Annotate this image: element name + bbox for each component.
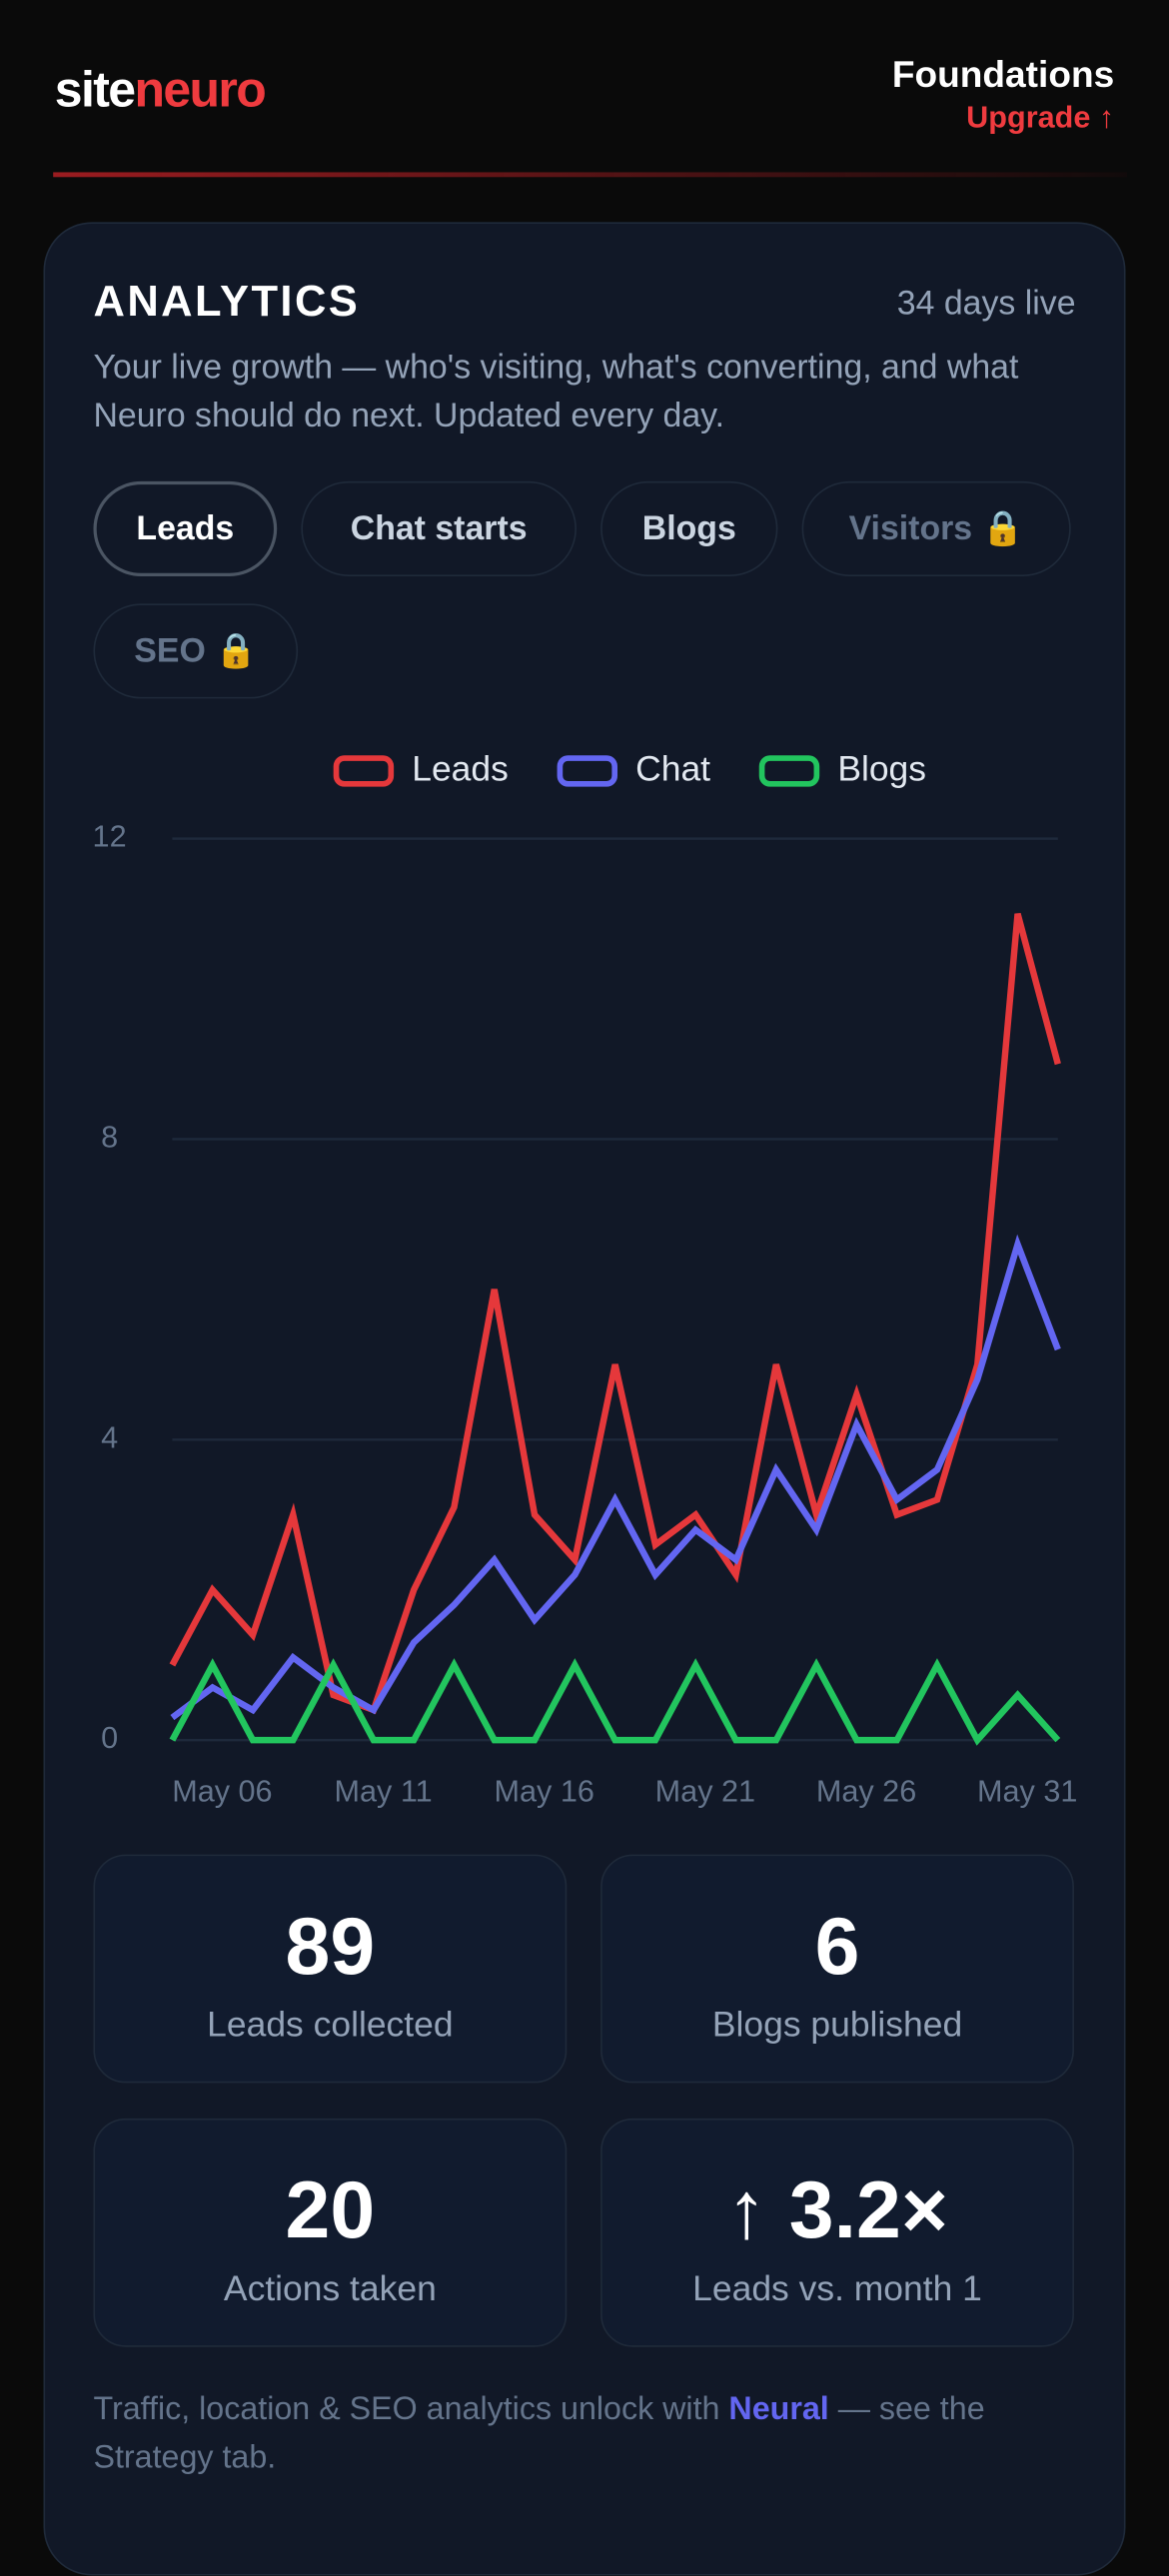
- stat-label: Leads vs. month 1: [692, 2267, 982, 2309]
- stat-card: 6 Blogs published: [600, 1854, 1074, 2084]
- y-tick-label: 4: [101, 1420, 118, 1454]
- tab[interactable]: Chat starts: [301, 480, 577, 576]
- legend-swatch: [333, 755, 395, 787]
- description: Your live growth — who's visiting, what'…: [93, 349, 1019, 435]
- tab[interactable]: Blogs: [600, 480, 778, 576]
- series-line: [170, 1234, 1061, 1721]
- stat-label: Leads collected: [207, 2004, 454, 2045]
- stat-card: 89 Leads collected: [93, 1854, 568, 2084]
- stat-value: ↑ 3.2×: [726, 2164, 948, 2255]
- x-tick-label: May 06: [172, 1774, 272, 1808]
- footer-text: Traffic, location & SEO analytics unlock…: [93, 2391, 729, 2428]
- upgrade-link[interactable]: Upgrade ↑: [966, 101, 1115, 136]
- footer-note: Traffic, location & SEO analytics unlock…: [93, 2385, 1091, 2482]
- series-line: [169, 913, 1061, 1715]
- legend-label: Blogs: [837, 748, 926, 788]
- footer-text: — see the Strategy tab.: [93, 2391, 985, 2476]
- x-tick-label: May 16: [495, 1774, 594, 1808]
- stat-value: 20: [285, 2164, 376, 2255]
- stat-label: Actions taken: [223, 2267, 437, 2309]
- section-title: ANALYTICS: [93, 277, 361, 326]
- days-live: 34 days live: [896, 285, 1076, 323]
- brand-site: site: [54, 61, 136, 118]
- series-line: [169, 1658, 1061, 1746]
- page: {"header": {"brand": ["site", "neuro"], …: [43, 53, 1128, 2576]
- brand-neuro: neuro: [134, 61, 266, 118]
- x-tick-label: May 31: [977, 1774, 1077, 1808]
- stat-card: 20 Actions taken: [93, 2118, 568, 2347]
- y-tick-label: 0: [101, 1721, 118, 1755]
- plan-name: Foundations: [891, 53, 1115, 96]
- brand: siteneuro: [54, 61, 267, 119]
- stat-card: ↑ 3.2× Leads vs. month 1: [600, 2118, 1074, 2347]
- stat-value: 89: [285, 1901, 376, 1992]
- y-tick-label: 12: [93, 820, 127, 854]
- tab[interactable]: Visitors 🔒: [801, 480, 1071, 576]
- plan: Foundations Upgrade ↑: [892, 53, 1114, 137]
- legend-label: Chat: [635, 748, 710, 788]
- stat-value: 6: [814, 1901, 860, 1992]
- x-tick-label: May 11: [335, 1774, 433, 1808]
- x-tick-label: May 21: [655, 1774, 755, 1808]
- x-tick-label: May 26: [816, 1774, 916, 1808]
- legend-swatch: [758, 755, 820, 787]
- neural-link[interactable]: Neural: [728, 2391, 829, 2428]
- y-tick-label: 8: [101, 1121, 118, 1155]
- tab[interactable]: Leads: [93, 480, 278, 576]
- tab[interactable]: SEO 🔒: [93, 603, 299, 699]
- chart: 0 4 8 12 May 06 May 11 May 16 May 21 May 26 May 3…: [93, 748, 1078, 1808]
- legend-swatch: [557, 755, 618, 787]
- legend-label: Leads: [412, 748, 509, 788]
- stat-label: Blogs published: [711, 2004, 963, 2045]
- screen: siteneuro Foundations Upgrade ↑ ANALYTIC…: [43, 53, 1128, 2576]
- divider: [53, 172, 1128, 178]
